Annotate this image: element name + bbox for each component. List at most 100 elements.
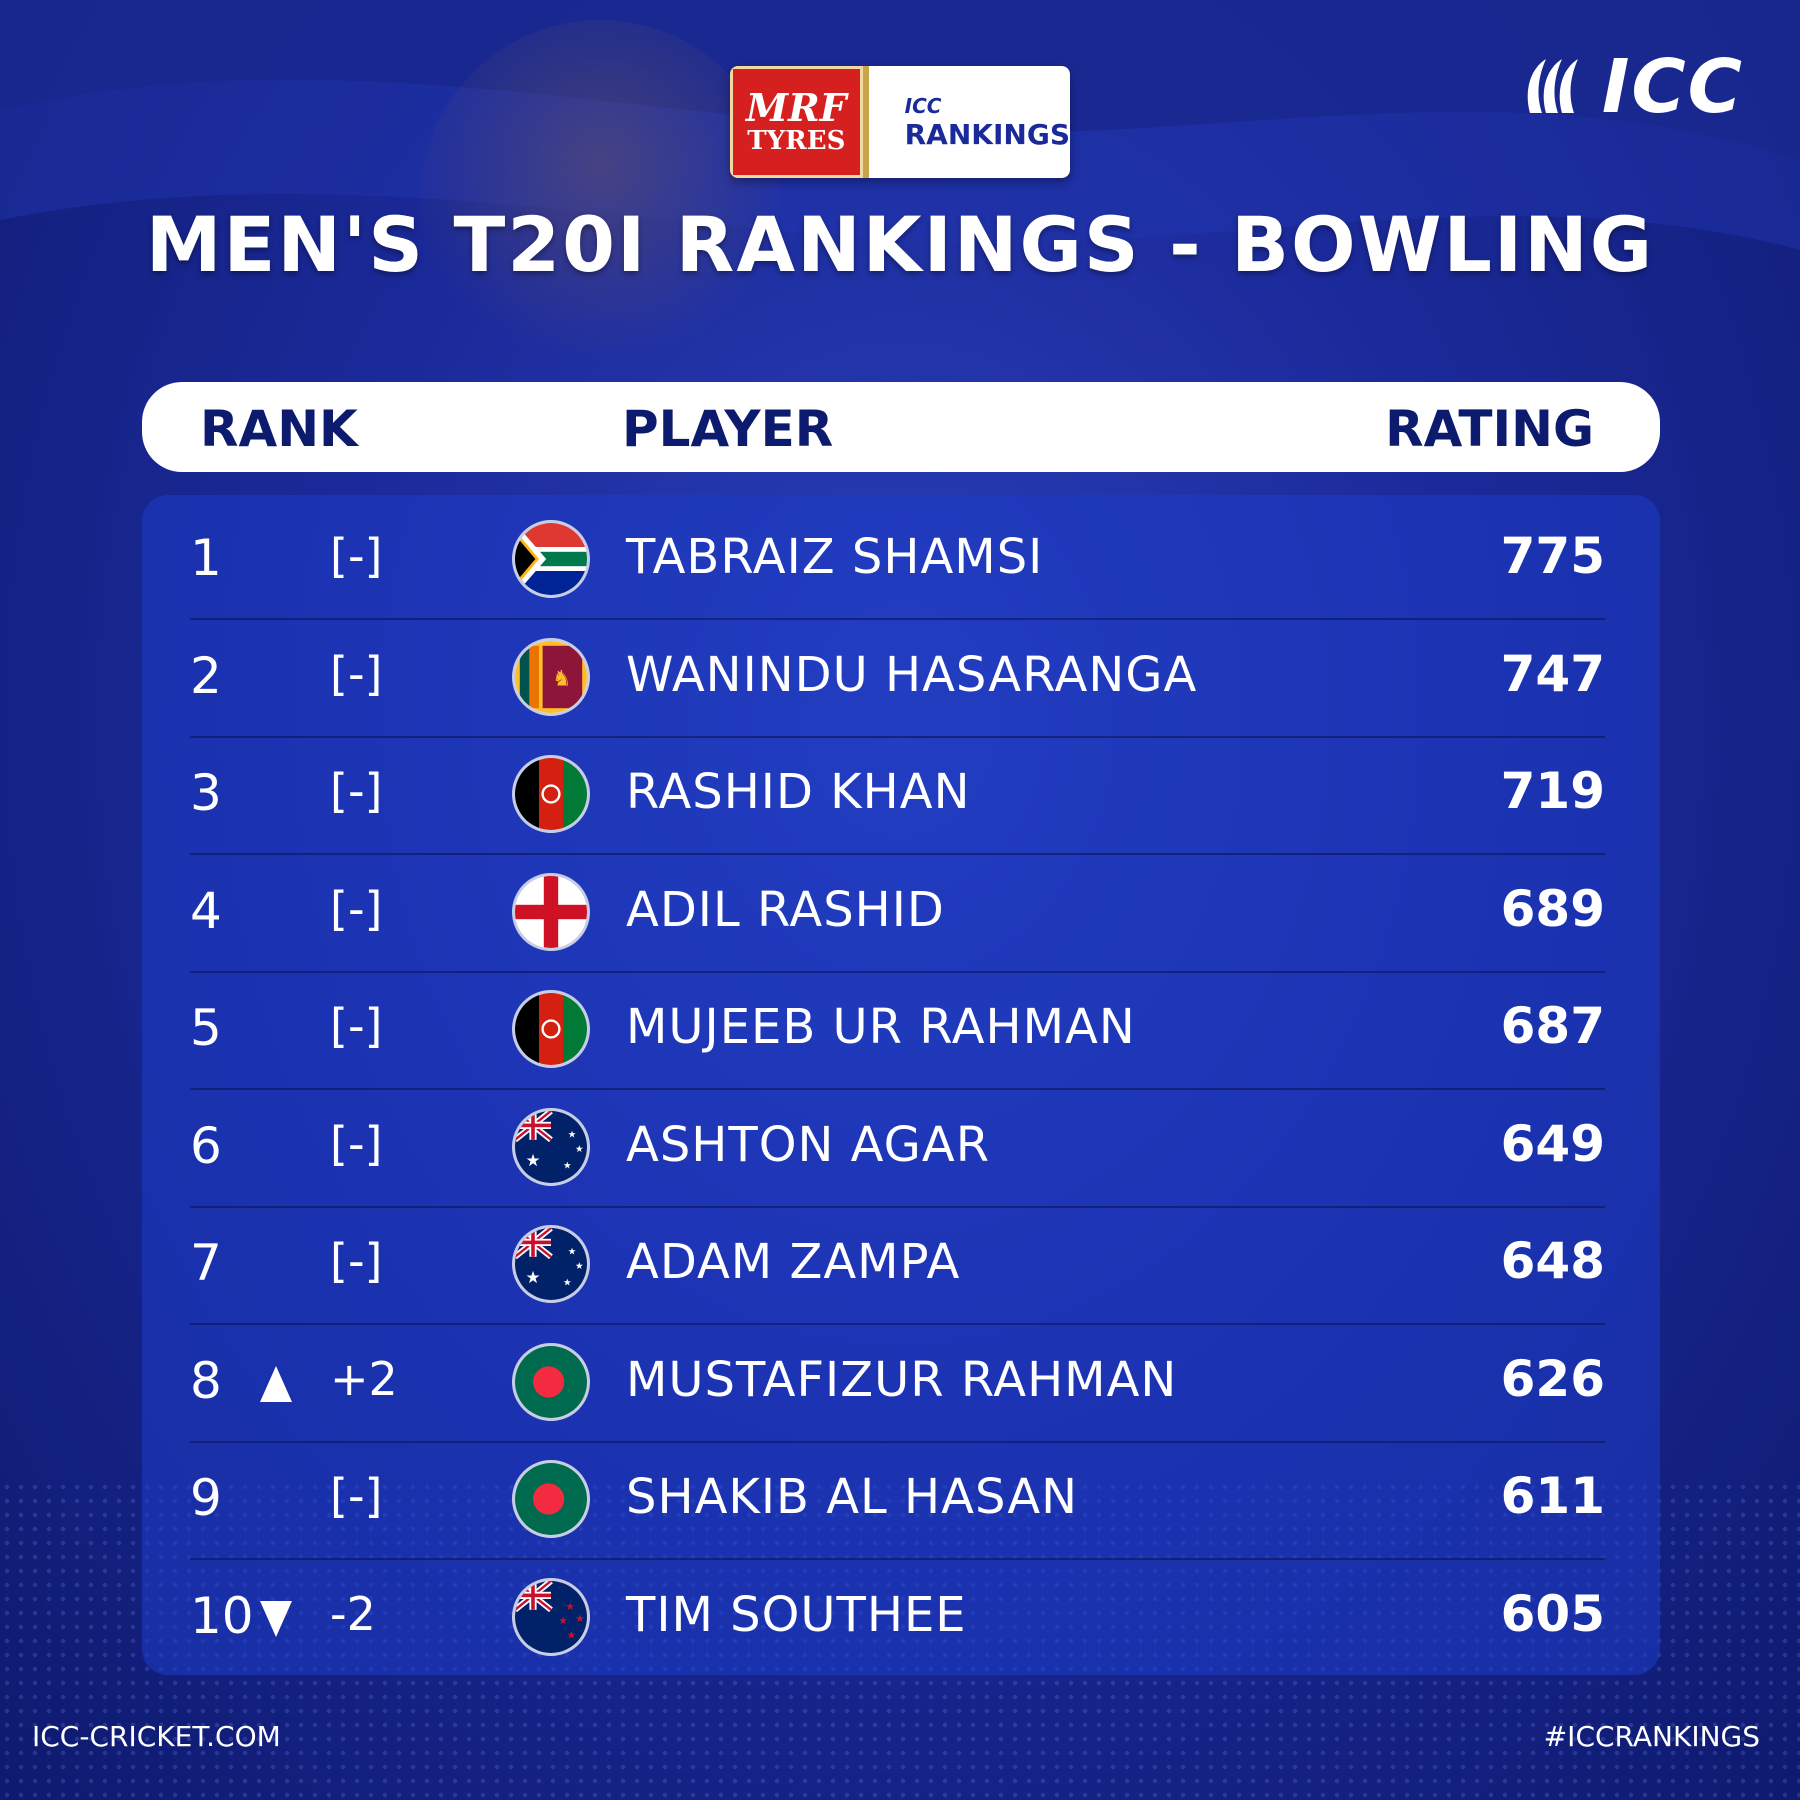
rank-movement: [-] [330, 1116, 383, 1171]
player-name: ASHTON AGAR [626, 1116, 991, 1173]
table-row: 9 [-] SHAKIB AL HASAN 611 [190, 1443, 1605, 1560]
rank-number: 2 [190, 646, 222, 705]
player-name: SHAKIB AL HASAN [626, 1469, 1079, 1525]
rank-movement: +2 [330, 1351, 398, 1406]
footer-website: ICC-CRICKET.COM [32, 1720, 281, 1753]
player-name: ADAM ZAMPA [626, 1234, 961, 1290]
arrow-up-icon [260, 1365, 292, 1402]
rank-number: 9 [190, 1469, 222, 1527]
svg-text:★: ★ [558, 1614, 568, 1627]
icc-logo-text: ICC [1601, 44, 1744, 130]
player-rating: 611 [1500, 1467, 1605, 1525]
table-row: 2 [-] ♞ WANINDU HASARANGA 747 [190, 621, 1605, 738]
icc-emblem-icon [1527, 59, 1578, 113]
player-rating: 648 [1500, 1232, 1605, 1290]
svg-text:★: ★ [563, 1278, 572, 1289]
rank-movement: [-] [330, 764, 383, 818]
svg-text:♞: ♞ [552, 666, 571, 691]
rank-number: 10 [190, 1586, 254, 1645]
player-name: WANINDU HASARANGA [626, 646, 1198, 703]
rank-movement: [-] [330, 529, 383, 583]
new-zealand-flag-icon: ★ ★ ★ ★ [512, 1577, 590, 1656]
rank-number: 4 [190, 881, 222, 940]
player-rating: 605 [1500, 1584, 1605, 1643]
table-row: 6 [-] ★ ★ ★ ★ ASHTON AGAR 649 [190, 1091, 1605, 1208]
rank-movement: [-] [330, 1469, 383, 1523]
rank-movement: [-] [330, 881, 383, 936]
svg-text:★: ★ [525, 1267, 540, 1287]
player-rating: 719 [1500, 762, 1605, 820]
svg-text:★: ★ [575, 1143, 584, 1154]
sponsor-tyres-text: TYRES [747, 126, 846, 156]
mrf-tyres-logo: MRF TYRES [730, 66, 863, 178]
player-name: TABRAIZ SHAMSI [626, 529, 1044, 585]
rank-movement: [-] [330, 1234, 383, 1288]
icc-rankings-logo: ICC RANKINGS [862, 66, 1070, 178]
bangladesh-flag-icon [512, 1460, 590, 1538]
afghanistan-flag-icon [512, 990, 590, 1068]
svg-text:★: ★ [525, 1150, 540, 1170]
rank-movement: [-] [330, 999, 383, 1053]
rank-movement: [-] [330, 646, 383, 701]
header-player: PLAYER [622, 400, 834, 458]
player-rating: 775 [1500, 527, 1605, 585]
arrow-down-icon [260, 1600, 292, 1637]
svg-text:★: ★ [568, 1246, 577, 1257]
page-title: MEN'S T20I RANKINGS - BOWLING [145, 200, 1655, 289]
row-divider [190, 1088, 1605, 1090]
rank-number: 6 [190, 1116, 222, 1175]
sri-lanka-flag-icon: ♞ [512, 637, 590, 716]
rank-number: 7 [190, 1234, 222, 1292]
row-divider [190, 1323, 1605, 1325]
player-rating: 687 [1500, 997, 1605, 1055]
rank-number: 3 [190, 764, 222, 822]
rank-number: 1 [190, 529, 222, 587]
row-divider [190, 735, 1605, 738]
table-row: 8 +2 MUSTAFIZUR RAHMAN 626 [190, 1326, 1605, 1443]
table-row: 7 [-] ★ ★ ★ ★ ADAM ZAMPA 648 [190, 1208, 1605, 1325]
sponsor-mrf-text: MRF [746, 85, 847, 130]
bangladesh-flag-icon [512, 1342, 590, 1421]
afghanistan-flag-icon [512, 755, 590, 833]
rank-number: 8 [190, 1351, 222, 1410]
player-name: ADIL RASHID [626, 881, 945, 938]
south-africa-flag-icon [512, 520, 590, 598]
footer-hashtag: #ICCRANKINGS [1543, 1720, 1760, 1753]
england-flag-icon [512, 872, 590, 951]
icc-logo: ICC [1520, 44, 1744, 130]
rank-number: 5 [190, 999, 222, 1057]
australia-flag-icon: ★ ★ ★ ★ [512, 1107, 590, 1186]
badge-icc-text: ICC [904, 93, 942, 118]
player-rating: 626 [1500, 1349, 1605, 1408]
rank-movement: -2 [330, 1586, 376, 1641]
table-row: 1 [-] TABRAIZ SHAMSI 775 [190, 503, 1605, 620]
player-name: MUJEEB UR RAHMAN [626, 999, 1136, 1055]
header-rank: RANK [200, 400, 358, 458]
player-name: MUSTAFIZUR RAHMAN [626, 1351, 1178, 1408]
svg-text:★: ★ [575, 1611, 585, 1624]
player-rating: 689 [1500, 879, 1605, 938]
player-name: RASHID KHAN [626, 764, 971, 820]
row-divider [190, 618, 1605, 620]
background-player-image [420, 20, 780, 380]
row-divider [190, 1205, 1605, 1208]
table-row: 5 [-] MUJEEB UR RAHMAN 687 [190, 973, 1605, 1090]
rankings-table-panel [142, 495, 1660, 1675]
svg-text:★: ★ [565, 1599, 575, 1612]
player-name: TIM SOUTHEE [626, 1586, 967, 1643]
svg-text:★: ★ [575, 1261, 584, 1272]
table-header: RANK PLAYER RATING [142, 382, 1660, 472]
row-divider [190, 1558, 1605, 1560]
table-row: 3 [-] RASHID KHAN 719 [190, 738, 1605, 855]
badge-rankings-text: RANKINGS [904, 117, 1070, 151]
table-row: 10 -2 ★ ★ ★ ★ TIM SOUTHEE 605 [190, 1561, 1605, 1678]
row-divider [190, 1440, 1605, 1443]
table-row: 4 [-] ADIL RASHID 689 [190, 856, 1605, 973]
row-divider [190, 853, 1605, 855]
svg-text:★: ★ [567, 1628, 577, 1641]
mrf-icc-rankings-badge: MRF TYRES ICC RANKINGS [730, 66, 1070, 178]
player-rating: 649 [1500, 1114, 1605, 1173]
row-divider [190, 970, 1605, 973]
header-rating: RATING [1385, 400, 1594, 458]
australia-flag-icon: ★ ★ ★ ★ [512, 1225, 590, 1303]
